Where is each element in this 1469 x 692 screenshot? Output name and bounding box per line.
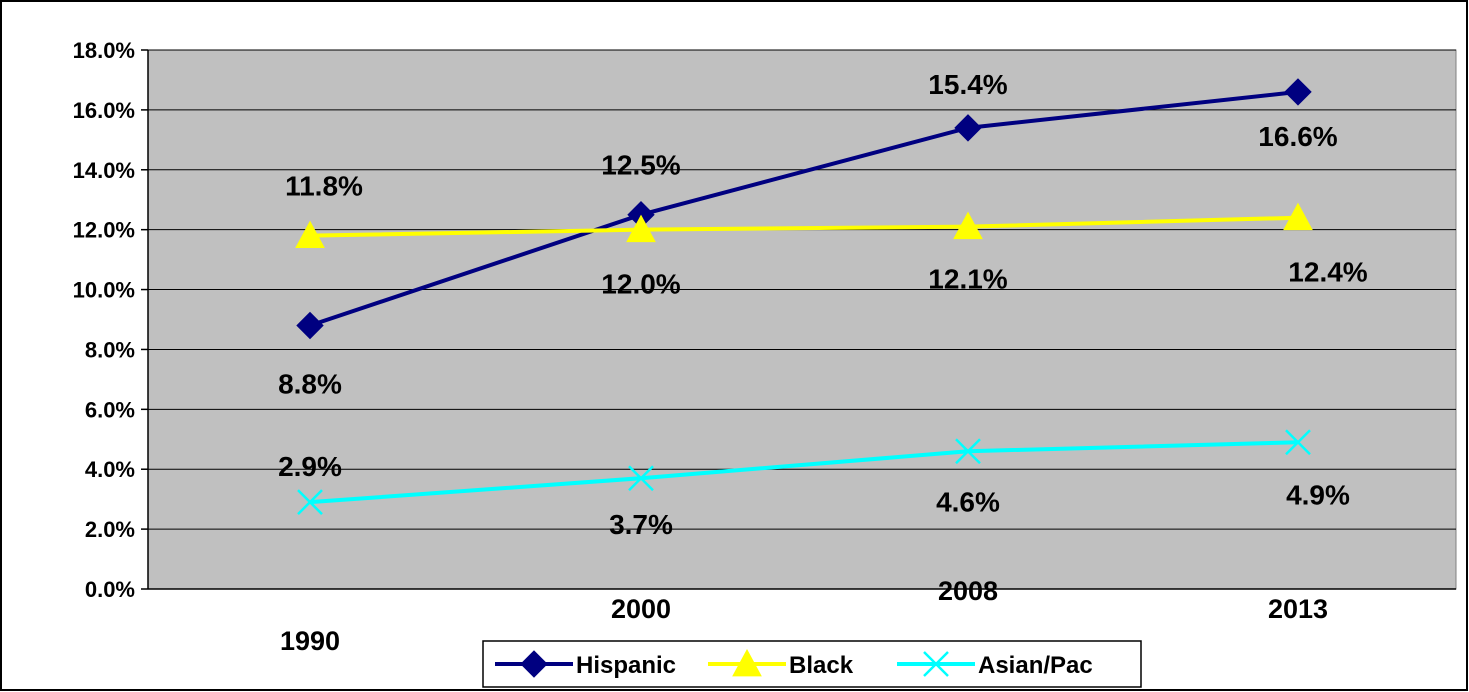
data-point-hispanic <box>1284 78 1312 106</box>
legend-item-black: Black <box>708 648 854 679</box>
data-label-black: 12.0% <box>601 269 680 300</box>
y-tick-label: 0.0% <box>85 577 135 602</box>
x-category-label: 1990 <box>280 626 340 656</box>
data-point-black <box>1283 202 1313 231</box>
y-axis-tick-labels: 0.0% 2.0% 4.0% 6.0% 8.0% 10.0% 12.0% 14.0% 16.0%… <box>73 38 135 602</box>
legend-swatch-marker <box>732 648 762 677</box>
x-category-label: 2013 <box>1268 594 1328 624</box>
data-label-black: 12.1% <box>928 264 1007 295</box>
data-point-black <box>295 220 325 249</box>
data-point-asian-pac <box>955 438 981 465</box>
x-axis-category-labels: 1990 2000 2008 2013 <box>280 576 1328 656</box>
data-point-asian-pac <box>628 465 654 492</box>
legend-label: Asian/Pac <box>978 652 1093 679</box>
legend-item-asian-pac: Asian/Pac <box>897 651 1093 679</box>
legend-label: Hispanic <box>576 652 676 679</box>
legend-item-hispanic: Hispanic <box>495 650 676 679</box>
data-point-hispanic <box>296 311 324 340</box>
legend-swatch-marker <box>520 650 548 678</box>
data-label-black: 11.8% <box>285 171 363 202</box>
y-tick-label: 14.0% <box>73 158 135 183</box>
y-tick-label: 6.0% <box>85 397 135 422</box>
x-category-label: 2008 <box>938 576 998 606</box>
gridlines <box>148 49 1456 530</box>
axes <box>141 49 1456 590</box>
data-point-hispanic <box>954 114 982 142</box>
data-label-hispanic: 15.4% <box>928 69 1007 100</box>
data-labels: 8.8% 12.5% 15.4% 16.6% 11.8% 12.0% 12.1% 12.4% 2… <box>278 69 1368 540</box>
data-point-black <box>953 211 983 240</box>
x-category-label: 2000 <box>611 594 671 624</box>
y-tick-label: 10.0% <box>73 278 135 303</box>
data-point-asian-pac <box>1285 429 1311 456</box>
legend-label: Black <box>789 652 854 679</box>
data-label-asian-pac: 3.7% <box>609 509 673 540</box>
legend-swatch-marker <box>923 651 949 677</box>
series-lines <box>295 78 1313 516</box>
data-point-black <box>626 214 656 243</box>
data-label-asian-pac: 2.9% <box>278 451 342 482</box>
y-tick-label: 2.0% <box>85 517 135 542</box>
data-label-asian-pac: 4.9% <box>1286 479 1350 510</box>
y-tick-label: 18.0% <box>73 38 135 63</box>
y-tick-label: 12.0% <box>73 218 135 243</box>
data-label-hispanic: 8.8% <box>278 368 342 399</box>
y-tick-label: 4.0% <box>85 457 135 482</box>
series-line-asian-pac <box>309 440 1299 505</box>
legend: Hispanic Black Asian/Pac <box>482 640 1142 688</box>
y-tick-label: 16.0% <box>73 98 135 123</box>
data-label-black: 12.4% <box>1288 257 1367 288</box>
data-label-hispanic: 16.6% <box>1258 121 1337 152</box>
series-line-black <box>309 215 1299 238</box>
y-tick-label: 8.0% <box>85 337 135 362</box>
legend-box <box>482 640 1142 688</box>
series-line-hispanic <box>309 89 1299 328</box>
data-point-asian-pac <box>297 489 323 516</box>
data-label-hispanic: 12.5% <box>601 150 680 181</box>
data-label-asian-pac: 4.6% <box>936 486 1000 517</box>
